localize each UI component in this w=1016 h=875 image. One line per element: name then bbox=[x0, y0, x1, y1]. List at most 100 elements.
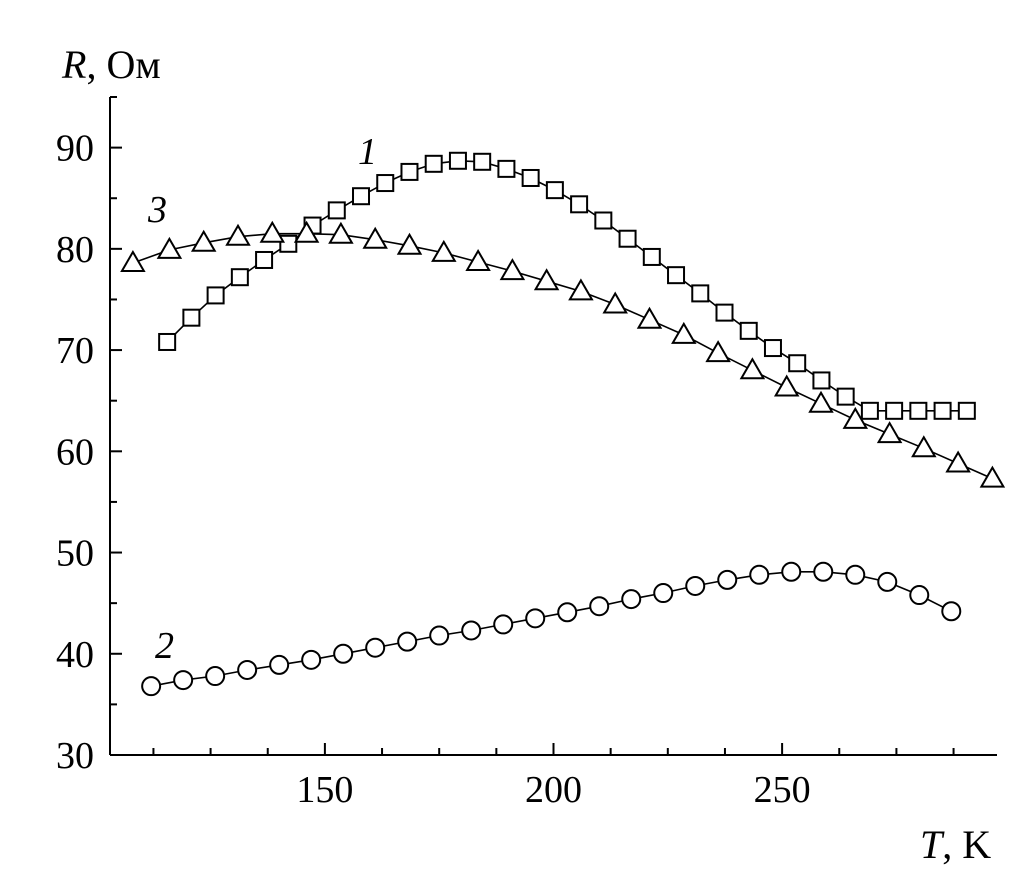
circle-marker bbox=[845, 564, 866, 585]
square-marker bbox=[570, 195, 589, 214]
square-marker bbox=[739, 321, 758, 340]
series-label-3: 3 bbox=[147, 189, 167, 231]
triangle-marker bbox=[671, 321, 697, 344]
circle-marker bbox=[141, 676, 162, 697]
y-tick-label: 80 bbox=[56, 229, 94, 271]
y-axis-label-symbol: R bbox=[61, 42, 86, 87]
triangle-marker bbox=[636, 306, 663, 329]
x-axis-label-symbol: T bbox=[920, 822, 945, 867]
circle-marker bbox=[301, 649, 322, 670]
axes: 30 40 50 60 70 80 90 150 200 250 bbox=[56, 96, 997, 811]
triangle-marker bbox=[842, 406, 869, 429]
series-3 bbox=[120, 220, 1006, 488]
circle-marker bbox=[365, 637, 386, 658]
series-label-2: 2 bbox=[155, 625, 174, 667]
square-marker bbox=[158, 332, 177, 351]
square-marker bbox=[618, 229, 637, 248]
circle-marker bbox=[333, 643, 354, 664]
square-marker bbox=[691, 284, 710, 303]
plot-area bbox=[120, 151, 1006, 697]
series-1 bbox=[158, 151, 976, 420]
circle-marker bbox=[557, 602, 578, 623]
triangle-marker bbox=[533, 268, 560, 291]
square-marker bbox=[424, 154, 443, 173]
circle-marker bbox=[525, 608, 546, 629]
triangle-marker bbox=[911, 435, 937, 458]
square-marker bbox=[933, 401, 952, 420]
triangle-marker bbox=[259, 220, 286, 243]
square-marker bbox=[788, 354, 807, 373]
circle-marker bbox=[493, 614, 514, 635]
square-marker bbox=[279, 234, 298, 253]
y-tick-label: 40 bbox=[56, 634, 94, 676]
y-tick-label: 60 bbox=[56, 431, 94, 473]
circle-marker bbox=[941, 601, 962, 622]
triangle-marker bbox=[396, 232, 423, 255]
y-axis-label: R, Ом bbox=[61, 42, 161, 87]
square-marker bbox=[521, 168, 540, 187]
circle-marker bbox=[813, 561, 834, 582]
triangle-marker bbox=[328, 221, 354, 244]
circle-marker bbox=[173, 670, 194, 691]
y-axis-label-unit: , Ом bbox=[86, 42, 160, 87]
square-marker bbox=[182, 308, 201, 327]
series-label-1: 1 bbox=[358, 131, 377, 173]
square-marker bbox=[230, 268, 249, 287]
circle-marker bbox=[909, 585, 930, 606]
square-marker bbox=[957, 401, 976, 420]
square-marker bbox=[545, 181, 564, 200]
x-axis-label: T, K bbox=[920, 822, 991, 867]
square-marker bbox=[473, 152, 492, 171]
circle-marker bbox=[685, 575, 706, 596]
triangle-marker bbox=[293, 220, 320, 243]
square-marker bbox=[763, 339, 782, 358]
triangle-marker bbox=[773, 374, 800, 397]
circle-marker bbox=[461, 620, 482, 641]
series-line-1 bbox=[166, 159, 967, 412]
circle-marker bbox=[397, 631, 418, 652]
triangle-marker bbox=[945, 450, 971, 473]
triangle-marker bbox=[465, 249, 491, 271]
triangle-marker bbox=[808, 390, 834, 413]
circle-marker bbox=[621, 589, 642, 610]
square-marker bbox=[860, 401, 879, 420]
circle-marker bbox=[205, 666, 226, 687]
circle-marker bbox=[877, 571, 898, 592]
triangle-marker bbox=[120, 250, 146, 272]
y-tick-label: 90 bbox=[56, 128, 94, 170]
square-marker bbox=[885, 401, 904, 420]
circle-marker bbox=[237, 659, 258, 680]
square-marker bbox=[497, 159, 516, 178]
circle-marker bbox=[429, 625, 450, 646]
circle-marker bbox=[653, 583, 674, 604]
circle-marker bbox=[589, 596, 610, 617]
square-marker bbox=[448, 151, 467, 170]
series-2 bbox=[141, 561, 962, 697]
square-marker bbox=[642, 247, 661, 266]
y-tick-label: 70 bbox=[56, 330, 94, 372]
square-marker bbox=[594, 211, 613, 230]
square-marker bbox=[715, 303, 734, 322]
square-marker bbox=[206, 286, 225, 305]
triangle-marker bbox=[431, 239, 457, 262]
triangle-marker bbox=[499, 258, 526, 281]
square-marker bbox=[400, 162, 419, 181]
square-marker bbox=[255, 250, 274, 269]
square-marker bbox=[376, 174, 395, 193]
square-marker bbox=[836, 387, 855, 406]
x-axis-label-unit: , K bbox=[942, 822, 991, 867]
triangle-marker bbox=[362, 226, 388, 249]
square-marker bbox=[667, 266, 686, 285]
triangle-marker bbox=[876, 421, 903, 444]
circle-marker bbox=[781, 561, 802, 582]
triangle-marker bbox=[979, 465, 1006, 488]
square-marker bbox=[909, 401, 928, 420]
ticks: 30 40 50 60 70 80 90 150 200 250 bbox=[56, 96, 955, 811]
triangle-marker bbox=[156, 236, 183, 259]
series-line-3 bbox=[132, 232, 993, 480]
x-tick-label: 200 bbox=[525, 769, 582, 811]
circle-marker bbox=[269, 654, 290, 675]
square-marker bbox=[352, 187, 371, 206]
x-tick-label: 250 bbox=[754, 769, 811, 811]
